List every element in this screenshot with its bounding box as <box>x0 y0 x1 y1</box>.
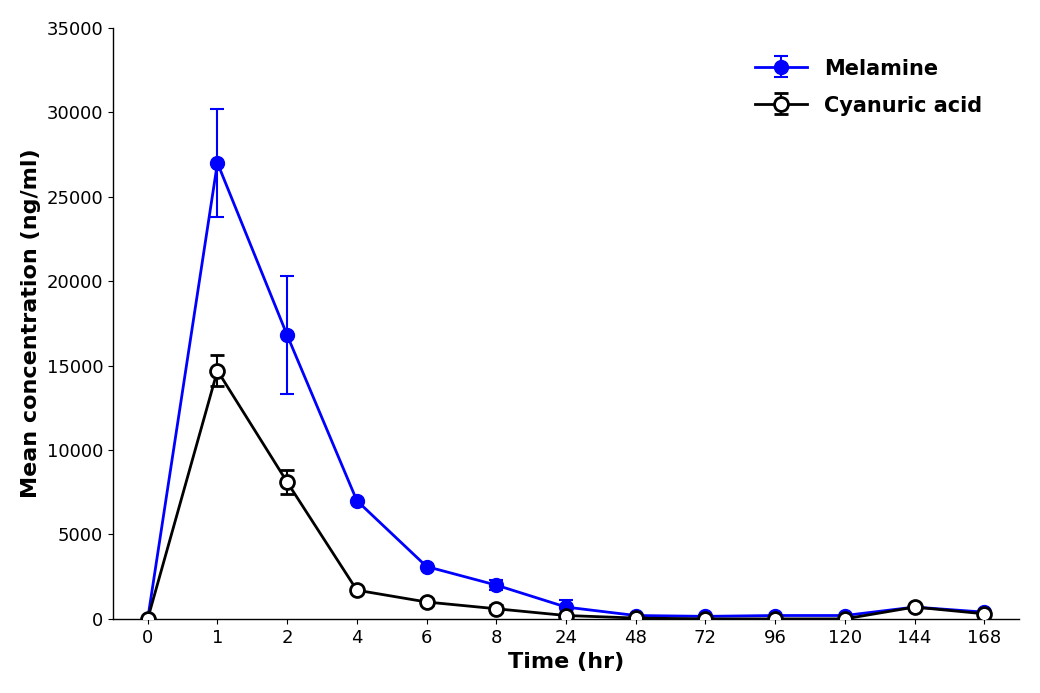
Y-axis label: Mean concentration (ng/ml): Mean concentration (ng/ml) <box>21 148 41 498</box>
Legend: Melamine, Cyanuric acid: Melamine, Cyanuric acid <box>747 50 991 124</box>
X-axis label: Time (hr): Time (hr) <box>508 652 624 672</box>
